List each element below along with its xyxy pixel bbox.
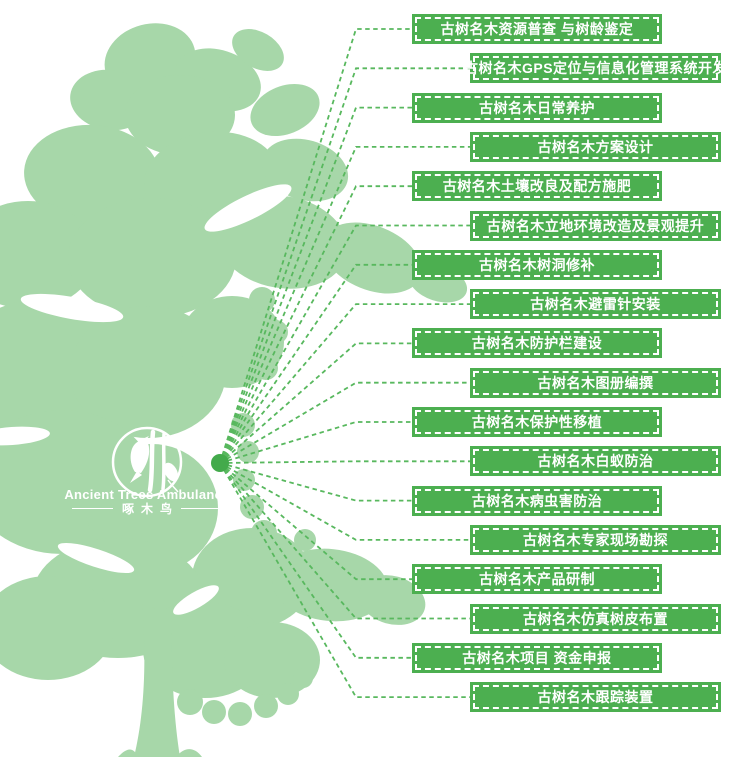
service-banner-label: 古树名木图册编撰 [537, 375, 654, 391]
service-banner-label: 古树名木仿真树皮布置 [523, 611, 668, 627]
service-banner: 古树名木立地环境改造及景观提升 [470, 211, 721, 241]
connector-line [219, 421, 412, 464]
logo-rule-left [72, 507, 113, 510]
connector-line [219, 381, 470, 464]
service-banner: 古树名木日常养护 [412, 93, 662, 123]
service-banner: 古树名木保护性移植 [412, 407, 662, 437]
service-banner: 古树名木跟踪装置 [470, 682, 721, 712]
service-banner-label: 古树名木白蚁防治 [537, 453, 654, 469]
service-banner-label: 古树名木树洞修补 [479, 257, 595, 273]
logo-subtitle-row: 啄木鸟 [72, 502, 223, 516]
service-banner-label: 古树名木病虫害防治 [471, 493, 603, 509]
service-banner: 古树名木产品研制 [412, 564, 662, 594]
service-banner: 古树名木仿真树皮布置 [470, 604, 721, 634]
tree-trunk [118, 600, 202, 757]
service-banner-label: 古树名木资源普查 与树龄鉴定 [440, 21, 634, 37]
service-banner: 古树名木专家现场勘探 [470, 525, 721, 555]
connector-fan [219, 28, 470, 698]
connector-line [219, 460, 470, 464]
connector-line [219, 303, 470, 464]
service-banner-label: 古树名木土壤改良及配方施肥 [442, 178, 632, 194]
service-banner-label: 古树名木立地环境改造及景观提升 [486, 218, 705, 234]
service-banner-label: 古树名木防护栏建设 [471, 335, 603, 351]
connector-line [219, 462, 470, 620]
service-banner: 古树名木图册编撰 [470, 368, 721, 398]
service-banner: 古树名木项目 资金申报 [412, 643, 662, 673]
connector-line [219, 224, 470, 464]
connector-line [219, 185, 412, 464]
connector-line [219, 67, 470, 464]
connector-line [219, 462, 470, 698]
service-banner-label: 古树名木专家现场勘探 [523, 532, 668, 548]
tree-canopy [0, 23, 468, 698]
connector-line [219, 462, 412, 502]
connector-line [219, 342, 412, 464]
connector-line [219, 106, 412, 464]
service-banner: 古树名木树洞修补 [412, 250, 662, 280]
service-banner-label: 古树名木GPS定位与信息化管理系统开发 [463, 60, 728, 76]
service-banner-label: 古树名木产品研制 [479, 571, 595, 587]
woodpecker-logo-icon [111, 426, 183, 498]
service-banner: 古树名木避雷针安装 [470, 289, 721, 319]
service-banner: 古树名木方案设计 [470, 132, 721, 162]
connector-line [219, 462, 412, 659]
service-banner-label: 古树名木方案设计 [537, 139, 654, 155]
canopy-gaps [0, 184, 400, 745]
service-banner: 古树名木白蚁防治 [470, 446, 721, 476]
service-banner: 古树名木GPS定位与信息化管理系统开发 [464, 53, 727, 83]
service-banner-label: 古树名木跟踪装置 [537, 689, 654, 705]
service-banner-label: 古树名木保护性移植 [471, 414, 603, 430]
connector-line [219, 28, 412, 464]
service-banner-label: 古树名木避雷针安装 [530, 296, 661, 312]
service-banner: 古树名木防护栏建设 [412, 328, 662, 358]
service-banner: 古树名木资源普查 与树龄鉴定 [412, 14, 662, 44]
connector-line [219, 145, 470, 464]
logo-title: Ancient Trees Ambulance [64, 487, 230, 502]
connector-line [219, 462, 412, 581]
connector-line [219, 263, 412, 464]
service-banner-label: 古树名木项目 资金申报 [462, 650, 612, 666]
tree-hub-dot [211, 454, 229, 472]
service-banner: 古树名木病虫害防治 [412, 486, 662, 516]
service-banner: 古树名木土壤改良及配方施肥 [412, 171, 662, 201]
connector-line [219, 462, 470, 541]
service-banner-label: 古树名木日常养护 [479, 100, 595, 116]
logo-rule-right [181, 507, 223, 510]
logo-subtitle: 啄木鸟 [122, 502, 180, 516]
